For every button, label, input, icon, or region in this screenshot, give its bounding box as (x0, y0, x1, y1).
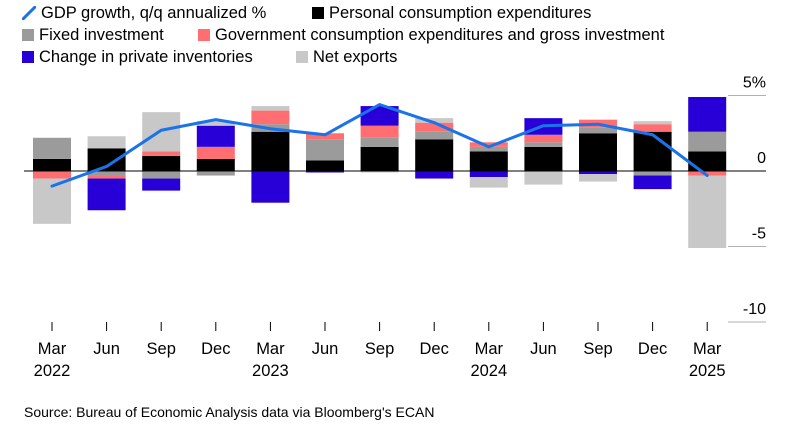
x-tick-label-month: Sep (147, 340, 176, 358)
bar-segment (415, 171, 454, 179)
x-tick-label-month: Dec (201, 340, 230, 358)
bar-segment (142, 178, 181, 191)
bar-segment (469, 142, 508, 147)
bar-segment (87, 175, 126, 179)
x-tick-label-month: Sep (365, 340, 394, 358)
bar-segment (33, 137, 71, 159)
legend-item-government: Government consumption expenditures and … (198, 25, 664, 45)
bar-segment (196, 121, 235, 126)
legend-label-government: Government consumption expenditures and … (215, 26, 665, 44)
y-tick-label: -10 (743, 301, 766, 318)
legend-label-pce: Personal consumption expenditures (329, 4, 592, 22)
bar-segment (306, 160, 344, 171)
bar-segment (524, 146, 563, 171)
bar-segment (688, 131, 727, 152)
bar-segment (87, 136, 126, 149)
bar-segment (415, 139, 454, 171)
gdp-growth-line (50, 103, 709, 188)
legend-label-net-exports: Net exports (313, 48, 398, 66)
x-tick-label-month: Sep (583, 340, 612, 358)
bar-segment (469, 171, 508, 178)
x-tick-label-month: Jun (530, 340, 557, 358)
bar-segment (688, 97, 727, 132)
bar-segment (360, 137, 399, 147)
bar-segment (251, 171, 290, 203)
chart-plot: 5% 0 -5 -10 Mar 2022 Jun Sep Dec Mar 2023 Jun Sep Dec… (24, 75, 766, 380)
bar-segment (142, 155, 181, 171)
x-tick-label-month: Mar (693, 340, 722, 358)
bar-segment (524, 171, 563, 185)
bar-segment (87, 171, 126, 176)
bar-segment (415, 118, 454, 123)
y-tick-label: 0 (757, 150, 766, 167)
bar-segment (142, 171, 181, 179)
legend-label-fixed-investment: Fixed investment (39, 26, 164, 44)
x-tick-label-month: Mar (475, 340, 504, 358)
bar-segment (306, 133, 344, 140)
x-tick-label-year: 2025 (689, 362, 726, 380)
bar-segment (633, 124, 672, 132)
bar-segment (87, 148, 126, 171)
x-tick-label-year: 2022 (34, 362, 71, 380)
bar-segment (306, 139, 344, 161)
legend-item-net-exports: Net exports (296, 47, 397, 67)
legend-swatch-government (198, 29, 210, 41)
bar-segment (415, 131, 454, 140)
legend-swatch-net-exports (296, 51, 308, 63)
bar-segment (196, 158, 235, 171)
bar-segment (142, 151, 181, 156)
bar-segment (469, 151, 508, 171)
bar-segment (524, 134, 563, 143)
bar-segment (33, 171, 71, 179)
x-tick-label-month: Jun (93, 340, 120, 358)
bar-segment (251, 131, 290, 171)
y-tick-label: 5% (743, 75, 766, 92)
bar-segment (633, 131, 672, 171)
legend-label-inventories: Change in private inventories (39, 48, 253, 66)
x-tick-label-month: Mar (38, 340, 67, 358)
bar-segment (196, 146, 235, 159)
bar-segment (688, 175, 727, 249)
bar-segment (633, 175, 672, 190)
bar-segment (251, 110, 290, 125)
bar-segment (360, 146, 399, 171)
bar-segment (360, 125, 399, 138)
bar-segment (633, 121, 672, 125)
legend-line-icon (22, 6, 36, 20)
bar-segment (688, 151, 727, 171)
bar-segment (306, 171, 344, 173)
bar-segment (633, 171, 672, 176)
bar-segment (469, 177, 508, 188)
bar-segment (196, 171, 235, 176)
legend-label-gdp-growth: GDP growth, q/q annualized % (41, 4, 267, 22)
x-tick-label-year: 2023 (252, 362, 289, 380)
bar-segment (579, 133, 617, 171)
legend-swatch-fixed-investment (22, 29, 34, 41)
bar-segment (579, 127, 617, 134)
bar-segment (196, 125, 235, 147)
bar-segment (360, 171, 399, 173)
legend-swatch-inventories (22, 51, 34, 63)
legend-item-pce: Personal consumption expenditures (312, 3, 591, 23)
x-tick-label-month: Mar (256, 340, 285, 358)
bar-segment (524, 142, 563, 147)
bar-segment (579, 174, 617, 182)
y-tick-label: -5 (752, 226, 766, 243)
x-tick-label-year: 2024 (470, 362, 507, 380)
legend-item-inventories: Change in private inventories (22, 47, 253, 67)
source-note: Source: Bureau of Economic Analysis data… (24, 404, 435, 420)
bar-segment (33, 158, 71, 171)
x-tick-label-month: Dec (420, 340, 449, 358)
bar-segment (251, 106, 290, 111)
x-tick-label-month: Dec (638, 340, 667, 358)
bar-segment (579, 171, 617, 175)
bar-segment (87, 178, 126, 211)
legend-item-gdp-growth: GDP growth, q/q annualized % (22, 3, 266, 23)
bar-segment (688, 171, 727, 176)
bar-segment (469, 146, 508, 152)
bar-segment (415, 122, 454, 132)
legend-swatch-pce (312, 7, 324, 19)
legend-item-fixed-investment: Fixed investment (22, 25, 164, 45)
x-tick-label-month: Jun (312, 340, 339, 358)
